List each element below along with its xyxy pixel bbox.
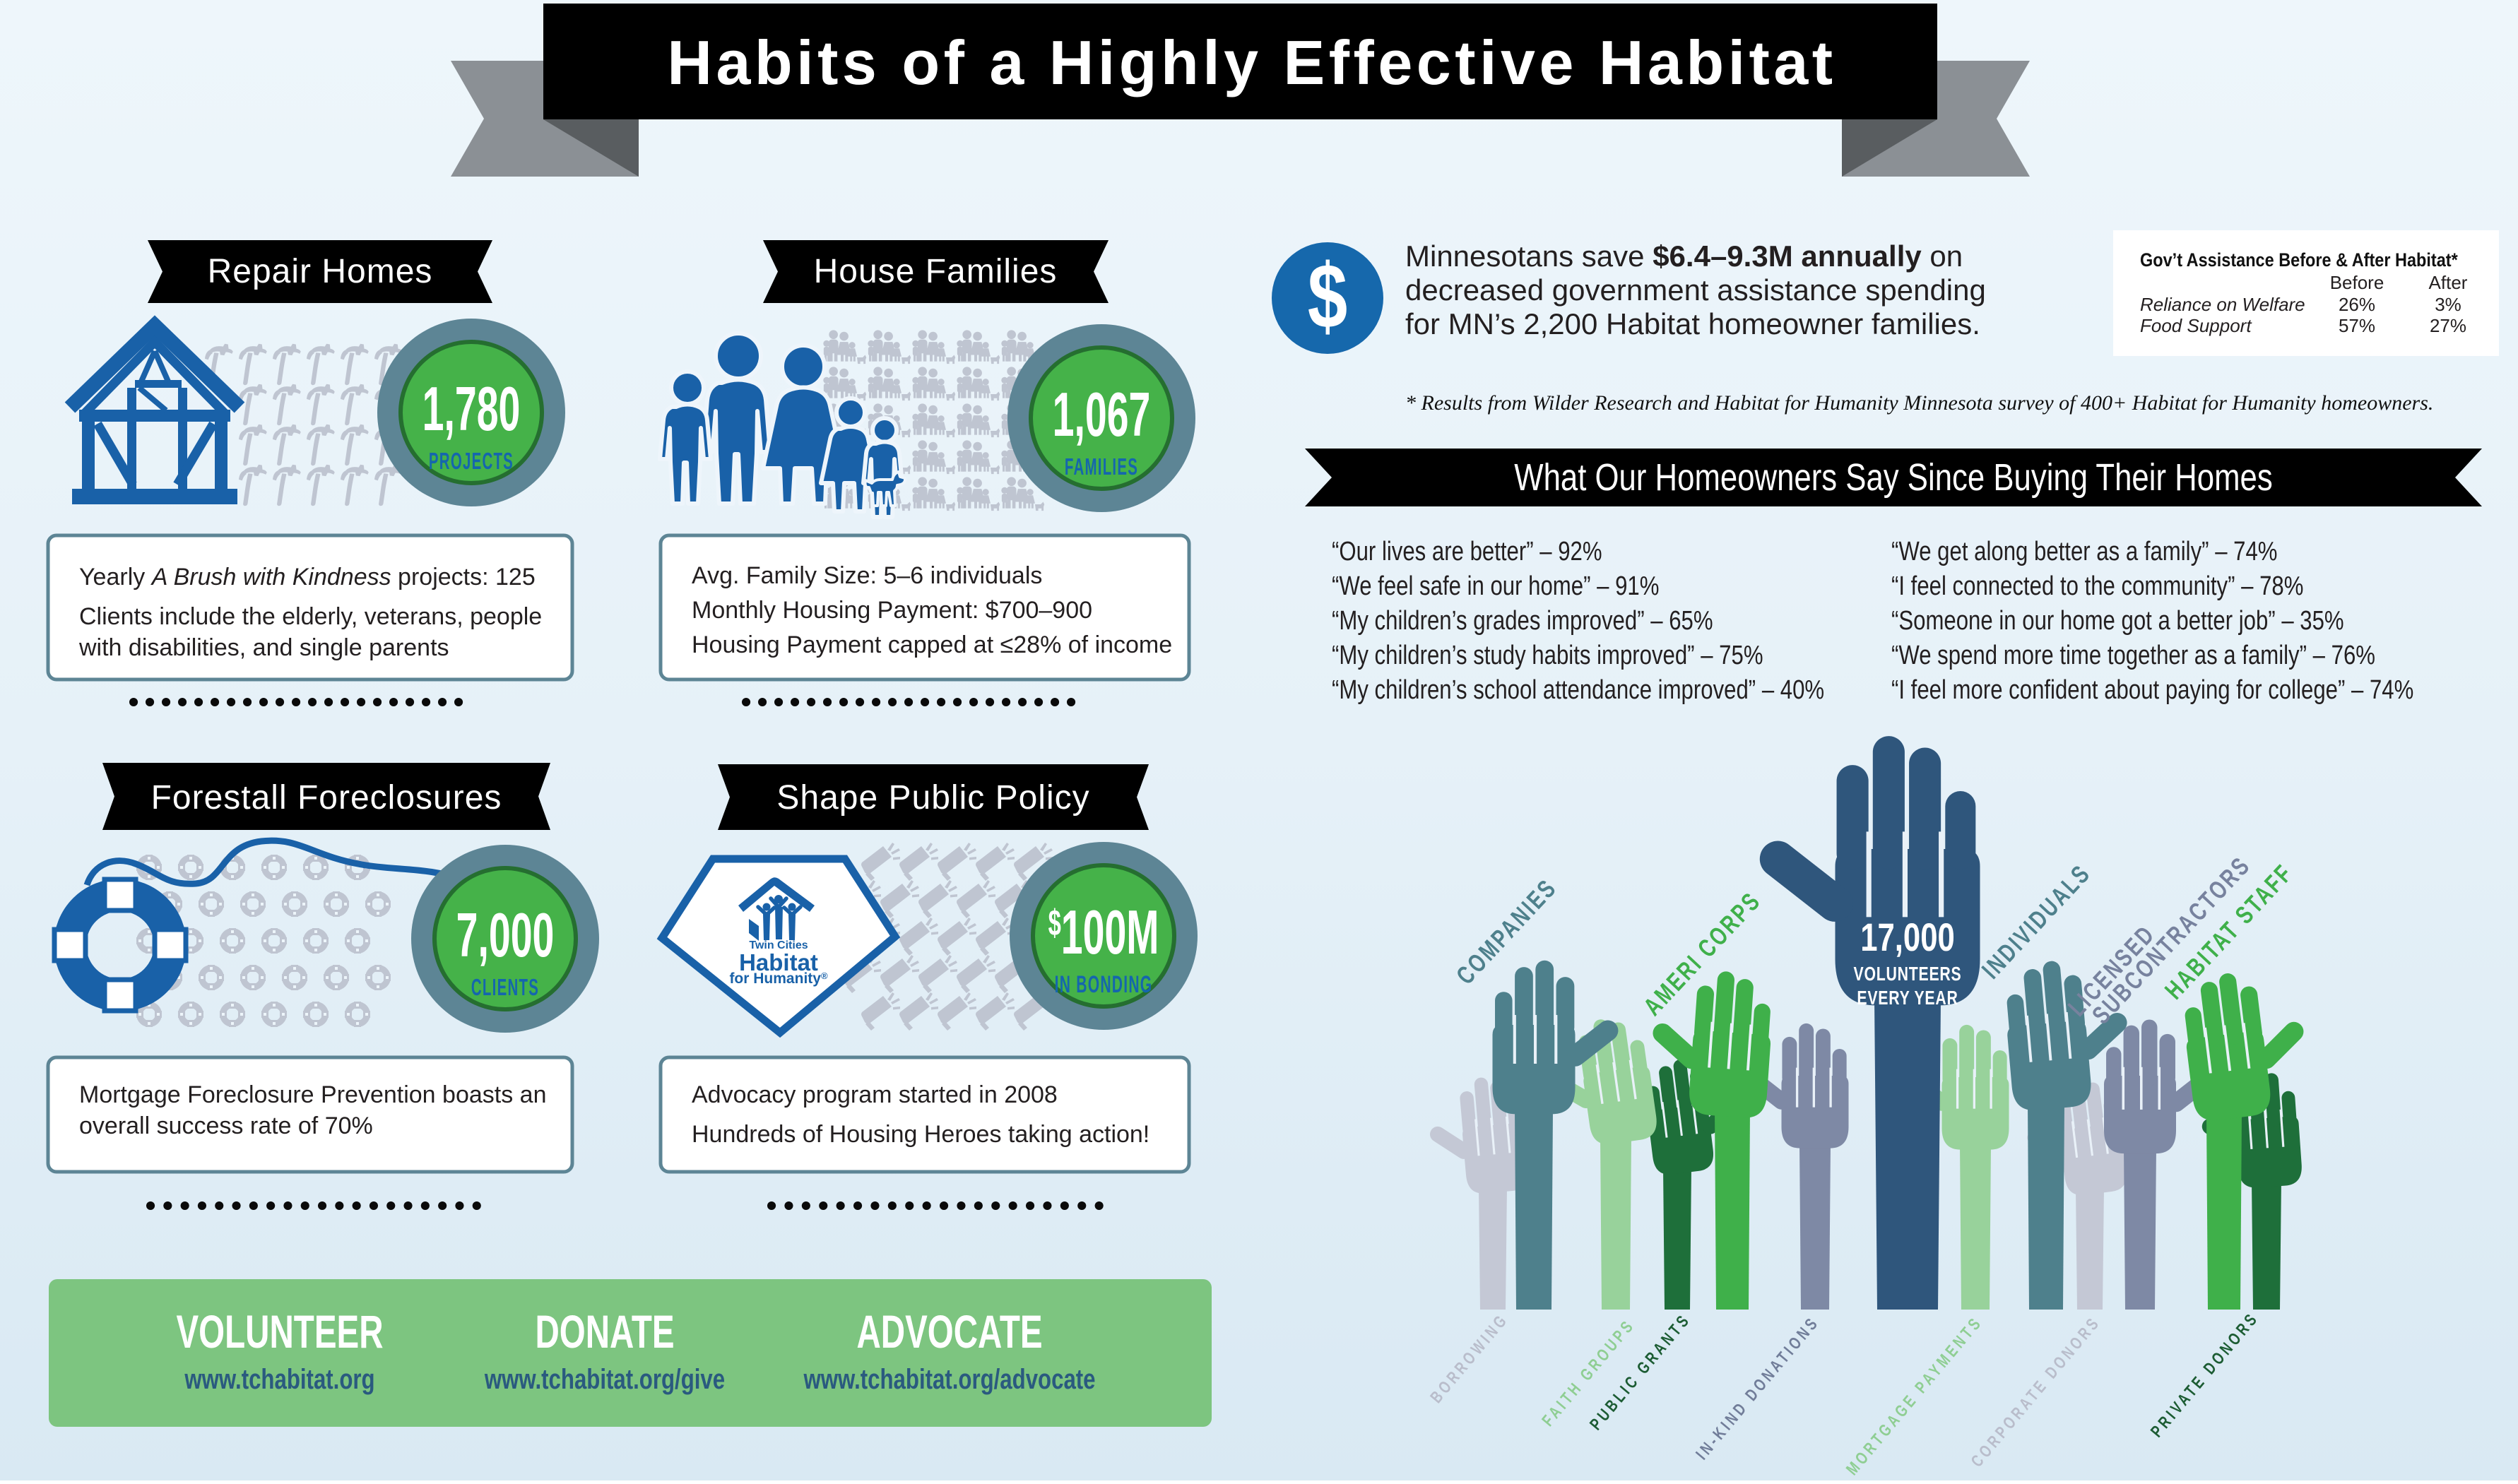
svg-text:“My children’s school attendan: “My children’s school attendance improve… [1332,675,1824,705]
svg-text:Repair Homes: Repair Homes [208,253,433,290]
svg-text:Before: Before [2330,272,2384,293]
svg-text:Mortgage Foreclosure Preventio: Mortgage Foreclosure Prevention boasts a… [79,1081,546,1108]
svg-text:decreased government assistanc: decreased government assistance spending [1405,273,1986,307]
svg-text:www.tchabitat.org: www.tchabitat.org [184,1363,375,1395]
svg-text:House Families: House Families [814,253,1058,290]
svg-text:57%: 57% [2339,315,2375,336]
svg-text:What Our Homeowners Say Since: What Our Homeowners Say Since Buying The… [1514,457,2272,499]
svg-text:“I feel more confident about p: “I feel more confident about paying for … [1891,675,2413,705]
svg-text:After: After [2429,272,2468,293]
svg-text:Food Support: Food Support [2140,315,2252,336]
svg-text:* Results from Wilder Research: * Results from Wilder Research and Habit… [1405,391,2433,415]
svg-text:Monthly Housing Payment: $700–: Monthly Housing Payment: $700–900 [692,597,1092,624]
svg-text:1,780: 1,780 [422,374,521,444]
svg-text:DONATE: DONATE [535,1306,674,1358]
svg-text:$: $ [1308,244,1347,348]
svg-text:“I feel connected to the commu: “I feel connected to the community” – 78… [1891,571,2303,601]
svg-text:3%: 3% [2435,294,2461,315]
svg-text:“Our lives are better” – 92%: “Our lives are better” – 92% [1332,537,1602,566]
svg-text:“Someone in our home got a bet: “Someone in our home got a better job” –… [1891,606,2344,636]
svg-text:Hundreds of Housing Heroes tak: Hundreds of Housing Heroes taking action… [692,1121,1149,1148]
svg-text:Twin Cities: Twin Cities [749,939,808,951]
svg-text:Minnesotans save $6.4–9.3M ann: Minnesotans save $6.4–9.3M annually on [1405,239,1963,273]
svg-text:Housing Payment capped at ≤28%: Housing Payment capped at ≤28% of income [692,631,1172,658]
svg-text:Habitat: Habitat [739,949,818,975]
svg-text:“We spend more time together a: “We spend more time together as a family… [1891,641,2375,670]
svg-text:Yearly A Brush with Kindness p: Yearly A Brush with Kindness projects: 1… [79,564,536,590]
svg-text:overall success rate of 70%: overall success rate of 70% [79,1112,373,1139]
svg-text:26%: 26% [2339,294,2375,315]
svg-text:Gov’t Assistance Before & Afte: Gov’t Assistance Before & After Habitat* [2140,250,2458,271]
svg-text:PROJECTS: PROJECTS [429,448,514,474]
svg-text:17,000: 17,000 [1860,915,1955,959]
svg-text:Avg. Family Size: 5–6 individu: Avg. Family Size: 5–6 individuals [692,562,1042,589]
svg-text:IN BONDING: IN BONDING [1055,970,1153,997]
svg-text:Advocacy program started in 20: Advocacy program started in 2008 [692,1081,1058,1108]
svg-text:FAMILIES: FAMILIES [1065,453,1138,480]
svg-text:27%: 27% [2430,315,2466,336]
svg-text:www.tchabitat.org/advocate: www.tchabitat.org/advocate [803,1363,1096,1395]
svg-text:for Humanity®: for Humanity® [729,970,828,987]
svg-text:ADVOCATE: ADVOCATE [856,1306,1042,1358]
svg-text:Habits of a Highly Effective H: Habits of a Highly Effective Habitat [667,28,1836,97]
svg-text:Forestall Foreclosures: Forestall Foreclosures [151,779,502,817]
svg-text:$100M: $100M [1048,897,1159,967]
svg-text:CLIENTS: CLIENTS [471,974,539,1000]
svg-text:“My children’s grades improved: “My children’s grades improved” – 65% [1332,606,1713,636]
svg-text:“We get along better as a fami: “We get along better as a family” – 74% [1891,537,2278,566]
svg-text:Reliance on Welfare: Reliance on Welfare [2140,294,2305,315]
svg-text:Clients include the elderly, v: Clients include the elderly, veterans, p… [79,603,542,630]
svg-text:with disabilities, and single: with disabilities, and single parents [78,634,449,661]
svg-text:www.tchabitat.org/give: www.tchabitat.org/give [484,1363,725,1395]
svg-text:“We feel safe in our home” – 9: “We feel safe in our home” – 91% [1332,571,1659,601]
svg-text:VOLUNTEERS: VOLUNTEERS [1854,963,1962,985]
svg-text:“My children’s study habits im: “My children’s study habits improved” – … [1332,641,1763,670]
svg-text:EVERY YEAR: EVERY YEAR [1857,987,1958,1009]
svg-text:for MN’s 2,200 Habitat homeown: for MN’s 2,200 Habitat homeowner familie… [1405,307,1980,340]
svg-text:Shape Public Policy: Shape Public Policy [776,779,1089,817]
svg-text:1,067: 1,067 [1053,379,1151,449]
svg-text:VOLUNTEER: VOLUNTEER [176,1306,383,1358]
svg-text:7,000: 7,000 [456,900,555,970]
